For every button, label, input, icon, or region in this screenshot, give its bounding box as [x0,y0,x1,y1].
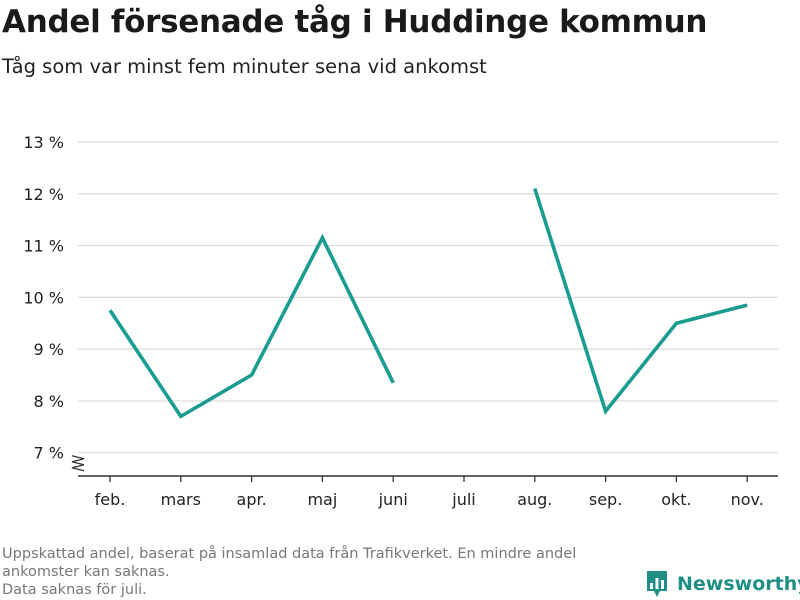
x-tick-label: apr. [237,490,267,509]
chart-subtitle: Tåg som var minst fem minuter sena vid a… [2,55,487,78]
chart-title: Andel försenade tåg i Huddinge kommun [2,4,708,40]
y-tick-label: 10 % [23,288,64,307]
series-line [108,233,395,419]
bar-chart-speech-bubble-icon [647,571,667,597]
footnote-line-3: Data saknas för juli. [2,582,147,598]
x-tick-label: aug. [517,490,552,509]
footnote-line-2: ankomster kan saknas. [2,564,170,580]
y-tick-label: 7 % [34,444,64,463]
x-tick-label: juli [451,490,475,509]
footnote: Uppskattad andel, baserat på insamlad da… [2,545,632,599]
x-tick-label: juni [378,490,408,509]
x-tick-label: feb. [95,490,126,509]
x-tick-label: sep. [589,490,622,509]
x-tick-label: nov. [731,490,764,509]
footnote-line-1: Uppskattad andel, baserat på insamlad da… [2,546,577,562]
x-tick-label: maj [307,490,337,509]
y-tick-label: 13 % [23,133,64,152]
zigzag-axis-break-icon [71,455,85,472]
brand: Newsworthy [645,570,800,598]
line-chart: 7 % 8 % 9 % 10 % 11 % 12 % 13 % feb. mars apr. maj… [23,133,778,509]
y-tick-label: 12 % [23,185,64,204]
y-tick-label: 11 % [23,237,64,256]
x-tick-label: okt. [661,490,691,509]
y-tick-label: 9 % [34,340,64,359]
x-tick-label: mars [161,490,201,509]
y-tick-label: 8 % [34,392,64,411]
series-line [533,188,748,416]
brand-name: Newsworthy [677,573,800,595]
